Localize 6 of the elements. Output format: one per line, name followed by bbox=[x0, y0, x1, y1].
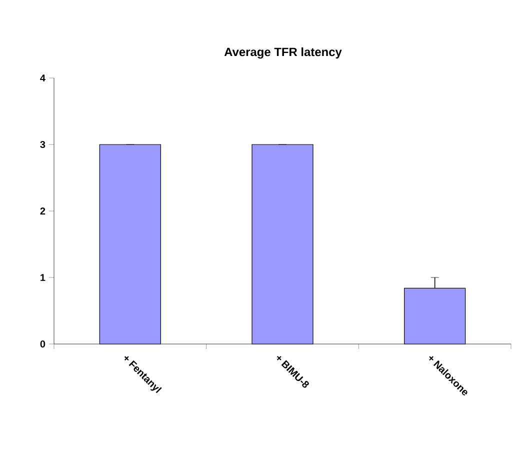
y-tick-label: 4 bbox=[40, 74, 46, 82]
y-tick-label: 0 bbox=[40, 340, 46, 348]
y-tick-label: 1 bbox=[40, 274, 46, 281]
y-tick-label: 3 bbox=[40, 140, 46, 148]
y-tick-label: 2 bbox=[40, 208, 46, 214]
chart-title: Average TFR latency bbox=[224, 47, 342, 59]
